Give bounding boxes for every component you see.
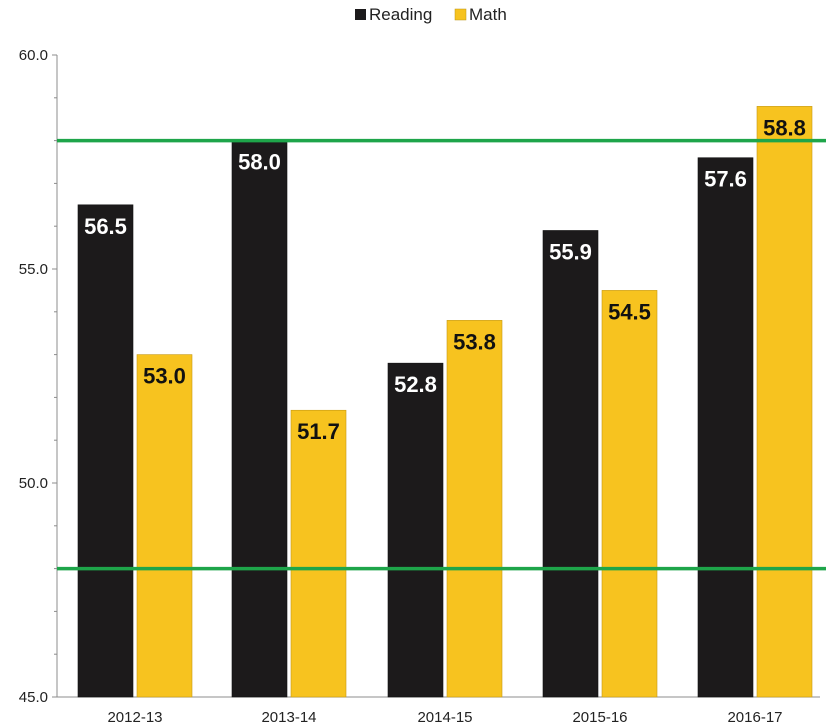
bar-reading [231,140,288,698]
x-tick-label: 2014-15 [417,709,472,726]
y-tick-label: 60.0 [19,47,48,64]
legend-label-math: Math [469,5,507,24]
data-label-reading: 58.0 [238,150,281,175]
data-label-reading: 55.9 [549,239,592,264]
x-tick-label: 2015-16 [572,709,627,726]
legend: Reading Math [355,5,507,24]
y-tick-label: 45.0 [19,689,48,706]
data-label-reading: 57.6 [704,167,747,192]
data-label-math: 53.0 [143,364,186,389]
y-tick-label: 55.0 [19,261,48,278]
bar-math [136,354,193,698]
legend-swatch-math [454,8,467,21]
bar-reading [77,204,134,698]
data-label-math: 58.8 [763,115,806,140]
data-label-reading: 56.5 [84,214,127,239]
y-tick-label: 50.0 [19,475,48,492]
data-label-reading: 52.8 [394,372,437,397]
bars [77,106,813,698]
bar-math [446,320,503,698]
bar-reading [697,157,754,698]
bar-labels: 56.5 58.0 52.8 55.9 57.6 53.0 51.7 53.8 54.5 58.8 [84,115,806,444]
x-tick-label: 2016-17 [727,709,782,726]
data-label-math: 54.5 [608,299,651,324]
data-label-math: 51.7 [297,419,340,444]
bar-math [601,290,658,698]
bar-reading [387,362,444,698]
x-tick-label: 2012-13 [107,709,162,726]
legend-swatch-reading [355,9,366,20]
data-label-math: 53.8 [453,329,496,354]
bar-math [756,106,813,698]
bar-reading [542,230,599,698]
reference-lines [57,138,826,571]
x-tick-label: 2013-14 [261,709,316,726]
legend-label-reading: Reading [369,5,432,24]
bar-math [290,409,347,698]
